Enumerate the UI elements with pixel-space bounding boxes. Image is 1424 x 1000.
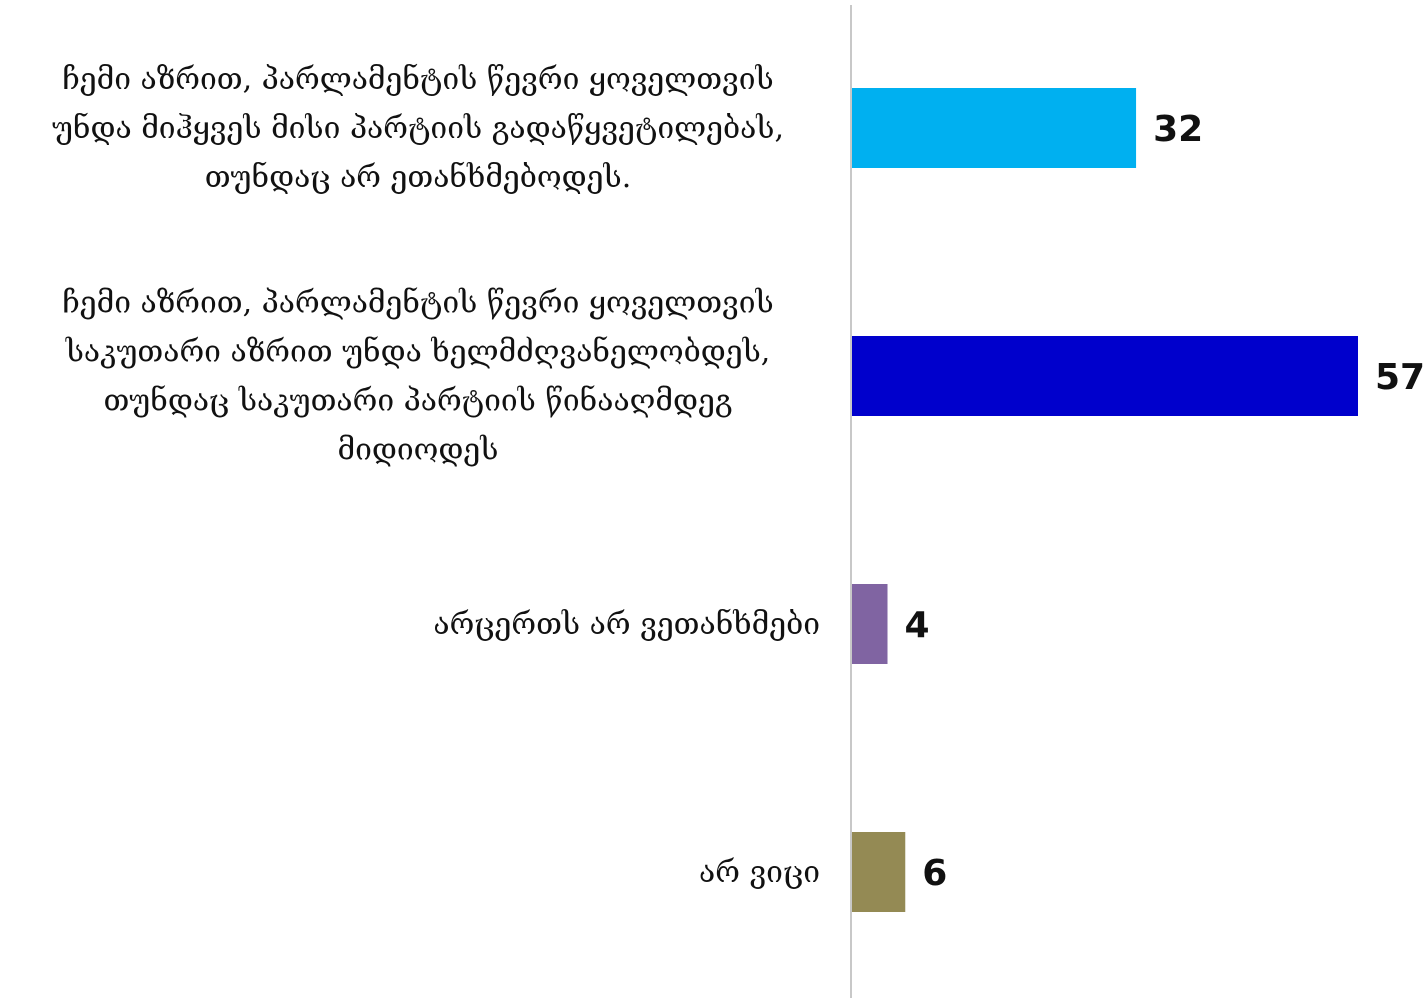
category-label-0-line-2: თუნდაც არ ეთანხმებოდეს. <box>205 160 632 195</box>
value-label-0: 32 <box>1153 109 1203 150</box>
category-label-3-line-0: არ ვიცი <box>699 855 820 890</box>
category-label-1-line-0: ჩემი აზრით, პარლამენტის წევრი ყოველთვის <box>62 286 774 321</box>
category-label-2-line-0: არცერთს არ ვეთანხმები <box>433 607 820 642</box>
category-label-0-line-0: ჩემი აზრით, პარლამენტის წევრი ყოველთვის <box>62 62 774 97</box>
category-label-0-line-1: უნდა მიჰყვეს მისი პარტიის გადაწყვეტილება… <box>52 111 784 146</box>
category-label-1-line-1: საკუთარი აზრით უნდა ხელმძღვანელობდეს, <box>65 335 771 370</box>
category-label-1-line-3: მიდიოდეს <box>338 433 499 468</box>
bar-2 <box>852 584 888 664</box>
bar-3 <box>852 832 906 912</box>
value-label-2: 4 <box>905 605 930 646</box>
value-label-1: 57 <box>1375 357 1424 398</box>
category-label-1-line-2: თუნდაც საკუთარი პარტიის წინააღმდეგ <box>103 384 732 419</box>
bar-1 <box>852 336 1358 416</box>
bar-0 <box>852 88 1137 168</box>
value-label-3: 6 <box>922 853 947 894</box>
